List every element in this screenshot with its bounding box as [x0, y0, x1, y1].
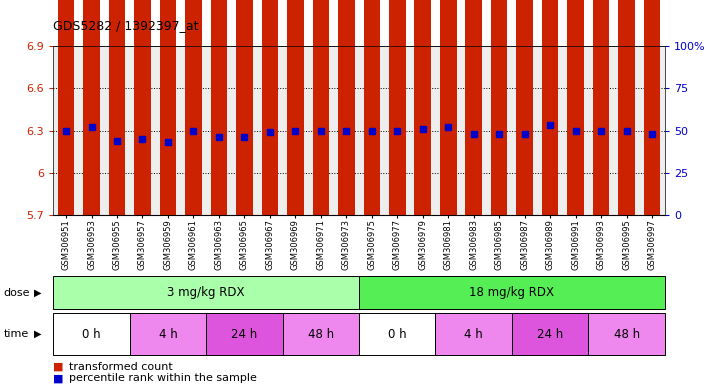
- Bar: [491, 0, 508, 215]
- Bar: [206, 313, 283, 355]
- Bar: [134, 0, 151, 215]
- Bar: [262, 0, 278, 215]
- Text: 4 h: 4 h: [464, 328, 483, 341]
- Bar: [415, 0, 431, 215]
- Bar: [435, 313, 512, 355]
- Text: ■: ■: [53, 362, 64, 372]
- Bar: [567, 0, 584, 215]
- Bar: [210, 0, 228, 215]
- Text: percentile rank within the sample: percentile rank within the sample: [69, 373, 257, 383]
- Bar: [643, 0, 661, 215]
- Text: GDS5282 / 1392397_at: GDS5282 / 1392397_at: [53, 19, 199, 32]
- Bar: [283, 313, 359, 355]
- Bar: [512, 313, 589, 355]
- Bar: [313, 0, 329, 215]
- Bar: [287, 0, 304, 215]
- Text: 4 h: 4 h: [159, 328, 177, 341]
- Bar: [589, 313, 665, 355]
- Bar: [359, 313, 435, 355]
- Bar: [83, 0, 100, 215]
- Bar: [516, 0, 533, 215]
- Bar: [236, 0, 252, 215]
- Text: ▶: ▶: [34, 288, 42, 298]
- Bar: [53, 276, 359, 309]
- Bar: [53, 313, 129, 355]
- Bar: [129, 313, 206, 355]
- Text: transformed count: transformed count: [69, 362, 173, 372]
- Bar: [389, 0, 405, 215]
- Text: 48 h: 48 h: [308, 328, 334, 341]
- Text: 3 mg/kg RDX: 3 mg/kg RDX: [167, 286, 245, 299]
- Bar: [593, 0, 609, 215]
- Bar: [338, 0, 355, 215]
- Text: 48 h: 48 h: [614, 328, 640, 341]
- Bar: [160, 0, 176, 215]
- Text: 24 h: 24 h: [231, 328, 257, 341]
- Bar: [440, 0, 456, 215]
- Text: 0 h: 0 h: [82, 328, 101, 341]
- Bar: [542, 0, 558, 215]
- Text: ■: ■: [53, 373, 64, 383]
- Text: dose: dose: [4, 288, 30, 298]
- Text: 0 h: 0 h: [388, 328, 407, 341]
- Bar: [109, 0, 125, 215]
- Text: 18 mg/kg RDX: 18 mg/kg RDX: [469, 286, 555, 299]
- Bar: [466, 0, 482, 215]
- Bar: [58, 0, 75, 215]
- Text: ▶: ▶: [34, 329, 42, 339]
- Text: 24 h: 24 h: [537, 328, 563, 341]
- Text: time: time: [4, 329, 29, 339]
- Bar: [359, 276, 665, 309]
- Bar: [185, 0, 202, 215]
- Bar: [363, 0, 380, 215]
- Bar: [619, 0, 635, 215]
